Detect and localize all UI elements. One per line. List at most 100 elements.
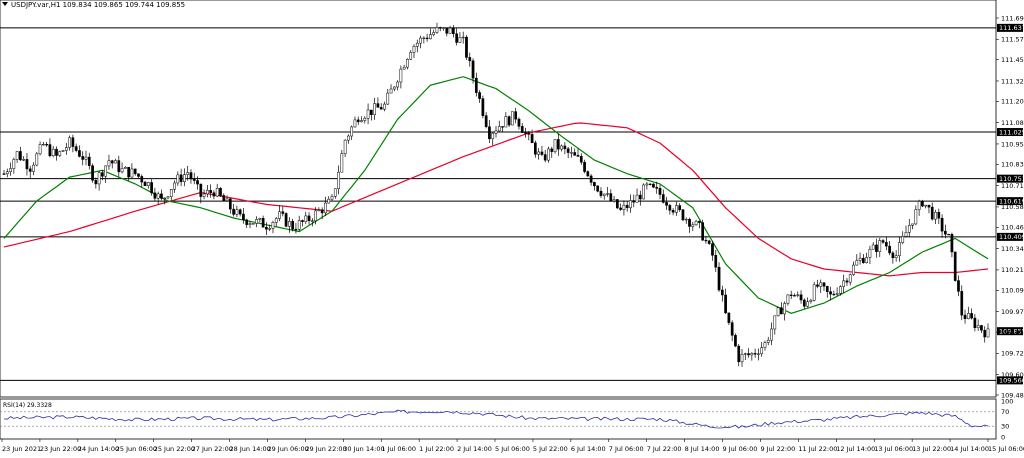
candle-body: [619, 207, 622, 210]
candle-body: [963, 314, 967, 319]
y-tick-label: 111.205: [1001, 98, 1024, 106]
candle-body: [458, 37, 462, 43]
candle-body: [386, 92, 390, 105]
candle-body: [406, 59, 409, 68]
x-tick-label: 5 Jul 22:00: [533, 445, 568, 453]
x-tick-label: 23 Jun 22:00: [40, 445, 81, 453]
x-tick-label: 13 Jul 22:00: [912, 445, 951, 453]
candle-body: [248, 223, 252, 225]
candle-body: [120, 168, 124, 173]
candle-body: [806, 301, 809, 307]
chart-menu-triangle-icon[interactable]: [2, 2, 8, 6]
candle-body: [206, 190, 209, 195]
candle-body: [15, 151, 19, 160]
candle-body: [317, 209, 321, 212]
candle-body: [947, 233, 950, 236]
candle-body: [294, 228, 298, 231]
candle-body: [976, 325, 980, 328]
x-tick-label: 2 Jul 14:00: [457, 445, 492, 453]
candle-body: [304, 215, 308, 222]
candle-body: [540, 151, 544, 155]
candle-body: [192, 178, 196, 181]
candle-body: [904, 232, 908, 237]
candle-body: [625, 204, 629, 209]
candle-body: [278, 211, 281, 219]
level-price-tag-label: 110.751: [999, 175, 1024, 183]
candle-body: [534, 142, 537, 155]
candle-body: [150, 182, 153, 194]
candle-body: [84, 156, 88, 160]
candle-body: [511, 111, 514, 126]
x-tick-label: 30 Jun 14:00: [343, 445, 384, 453]
candle-body: [596, 185, 600, 192]
candle-body: [219, 188, 222, 196]
candle-body: [274, 218, 278, 223]
candle-body: [255, 219, 258, 224]
candle-body: [740, 353, 744, 363]
candle-body: [825, 285, 829, 292]
level-price-tag: [997, 376, 1023, 385]
candle-body: [543, 154, 547, 161]
candle-body: [694, 220, 698, 226]
candle-body: [524, 132, 527, 134]
x-tick-label: 9 Jul 06:00: [723, 445, 758, 453]
candle-body: [970, 313, 973, 319]
candle-body: [133, 168, 137, 175]
candle-body: [724, 294, 727, 314]
candle-body: [642, 184, 645, 200]
candle-body: [347, 135, 350, 141]
candle-body: [888, 245, 891, 254]
candle-body: [678, 205, 682, 210]
candle-body: [599, 190, 603, 196]
candle-body: [950, 233, 954, 253]
candle-body: [55, 148, 58, 156]
candle-body: [114, 160, 117, 164]
candle-body: [199, 183, 203, 197]
candle-body: [258, 218, 262, 220]
candle-body: [5, 171, 9, 175]
candle-body: [215, 188, 219, 197]
candle-body: [835, 293, 839, 295]
candle-body: [402, 66, 406, 70]
candle-body: [616, 199, 619, 209]
candle-body: [465, 36, 468, 58]
candle-body: [648, 183, 652, 185]
candle-body: [980, 325, 983, 331]
candle-body: [497, 126, 501, 132]
candle-body: [822, 282, 826, 287]
candle-body: [865, 257, 868, 264]
x-tick-label: 11 Jul 22:00: [798, 445, 837, 453]
candle-body: [973, 317, 977, 328]
candle-body: [484, 115, 488, 127]
candle-body: [878, 240, 882, 252]
candle-body: [140, 176, 144, 183]
candle-body: [19, 151, 22, 161]
candle-body: [396, 81, 399, 88]
candle-body: [612, 199, 616, 202]
candle-body: [730, 322, 734, 336]
symbol-header: USDJPY.var,H1 109.834 109.865 109.744 10…: [11, 1, 185, 9]
candle-body: [701, 222, 704, 241]
current-price-tag: [997, 327, 1023, 336]
candle-body: [455, 33, 458, 43]
candle-body: [314, 210, 317, 222]
candle-body: [750, 353, 754, 356]
ma-fast-line: [3, 76, 989, 314]
candle-body: [944, 230, 947, 235]
candle-body: [537, 151, 540, 155]
candle-body: [845, 280, 849, 283]
candle-body: [320, 209, 324, 214]
y-tick-label: 109.725: [1001, 350, 1024, 358]
candle-body: [914, 209, 918, 225]
level-price-tag: [997, 197, 1023, 206]
candle-body: [366, 109, 370, 119]
candle-body: [235, 209, 239, 215]
candle-body: [911, 223, 914, 226]
candle-body: [370, 109, 373, 115]
candle-body: [307, 215, 311, 222]
candle-body: [392, 86, 396, 90]
x-tick-label: 23 Jun 2021: [2, 445, 41, 453]
candle-body: [638, 194, 642, 200]
